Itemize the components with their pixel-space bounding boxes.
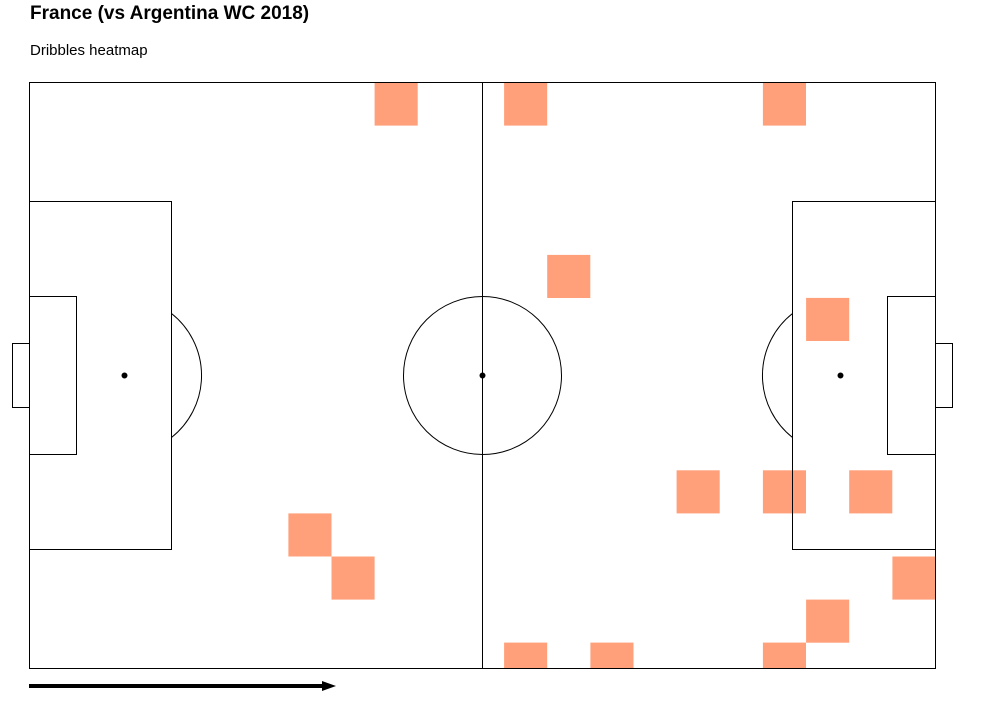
heatmap-cell (288, 513, 332, 557)
left-goal (12, 343, 30, 408)
chart-title: France (vs Argentina WC 2018) (30, 3, 310, 24)
left-six-yard-box (29, 296, 77, 455)
left-penalty-spot (121, 372, 128, 379)
pitch-lines (12, 82, 953, 669)
heatmap-cell (331, 556, 375, 600)
heatmap-cell (892, 556, 936, 600)
heatmap-cell (547, 254, 591, 298)
center-circle (403, 296, 562, 455)
heatmap-cell (762, 642, 806, 669)
right-penalty-spot (837, 372, 844, 379)
attack-direction-arrow (29, 681, 336, 691)
heatmap-cell (806, 599, 850, 643)
heatmap-cell (762, 470, 806, 514)
heatmap-cell (374, 82, 418, 126)
heatmap-cell (504, 642, 548, 669)
chart-subtitle: Dribbles heatmap (30, 42, 148, 59)
left-penalty-area (29, 201, 172, 550)
heatmap-cell (590, 642, 634, 669)
heatmap-cell (762, 82, 806, 126)
heatmap-cell (806, 297, 850, 341)
center-spot (479, 372, 486, 379)
right-six-yard-box (887, 296, 936, 455)
right-goal (935, 343, 953, 408)
heatmap-cell (676, 470, 720, 514)
right-penalty-arc (761, 313, 793, 438)
heatmap-cell (849, 470, 893, 514)
heatmap-cell (504, 82, 548, 126)
left-penalty-arc (171, 313, 203, 438)
heatmap-cells (288, 82, 936, 669)
